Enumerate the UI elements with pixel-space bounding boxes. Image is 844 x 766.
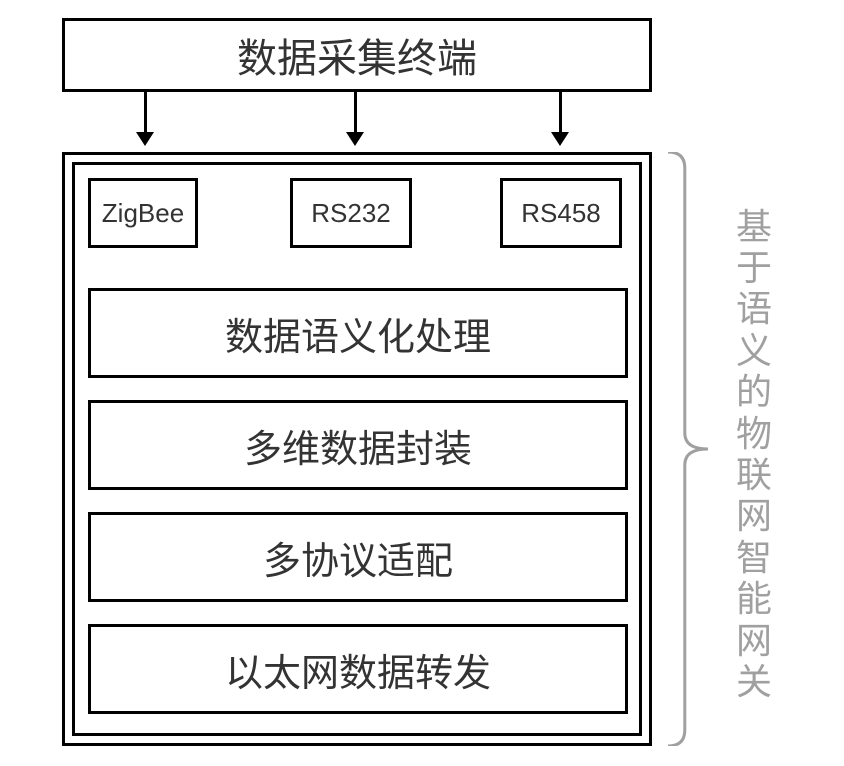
side-label-char: 物 <box>736 413 772 454</box>
protocol-label: RS458 <box>521 198 601 229</box>
layer-box: 以太网数据转发 <box>88 624 628 714</box>
layer-box: 多协议适配 <box>88 512 628 602</box>
side-label-char: 语 <box>736 288 772 329</box>
side-label-char: 义 <box>736 330 772 371</box>
side-label-char: 智 <box>736 537 772 578</box>
side-label-char: 网 <box>736 620 772 661</box>
protocol-label: RS232 <box>311 198 391 229</box>
side-label-char: 联 <box>736 454 772 495</box>
layer-label: 多协议适配 <box>263 530 453 585</box>
protocol-label: ZigBee <box>102 198 184 229</box>
side-label-char: 网 <box>736 495 772 536</box>
gateway-side-label: 基于语义的物联网智能网关 <box>724 254 784 654</box>
layer-box: 多维数据封装 <box>88 400 628 490</box>
data-collection-terminal-label: 数据采集终端 <box>237 26 477 84</box>
data-collection-terminal-box: 数据采集终端 <box>62 18 652 92</box>
side-label-char: 关 <box>736 661 772 702</box>
layer-label: 多维数据封装 <box>244 418 472 473</box>
protocol-zigbee-box: ZigBee <box>88 178 198 248</box>
side-label-char: 基 <box>736 206 772 247</box>
side-label-char: 的 <box>736 371 772 412</box>
layer-label: 以太网数据转发 <box>225 642 491 697</box>
protocol-rs232-box: RS232 <box>290 178 412 248</box>
right-brace <box>668 152 708 746</box>
side-label-char: 于 <box>736 247 772 288</box>
side-label-char: 能 <box>736 578 772 619</box>
layer-label: 数据语义化处理 <box>225 306 491 361</box>
protocol-rs458-box: RS458 <box>500 178 622 248</box>
layer-box: 数据语义化处理 <box>88 288 628 378</box>
